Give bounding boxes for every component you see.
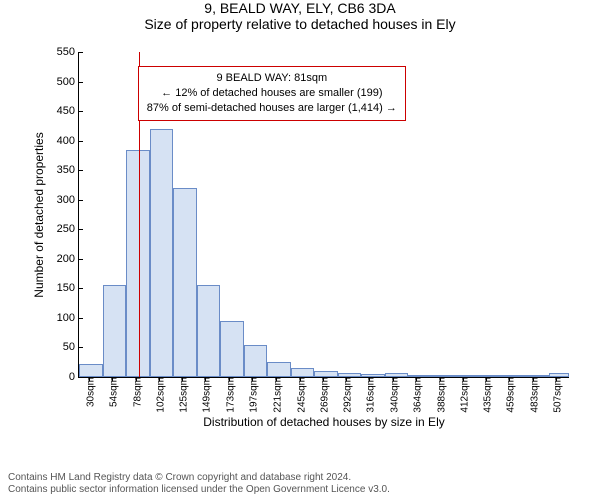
histogram-bar bbox=[549, 373, 569, 377]
histogram-bar bbox=[526, 375, 550, 377]
histogram-bar bbox=[244, 345, 268, 378]
x-tick: 54sqm bbox=[105, 377, 120, 407]
y-tick: 550 bbox=[57, 46, 79, 58]
x-tick: 221sqm bbox=[268, 377, 283, 413]
x-tick: 102sqm bbox=[152, 377, 167, 413]
y-tick: 350 bbox=[57, 164, 79, 176]
histogram-bar bbox=[479, 375, 503, 377]
x-tick: 483sqm bbox=[525, 377, 540, 413]
histogram-bar bbox=[314, 371, 338, 377]
legend-line: 9 BEALD WAY: 81sqm bbox=[147, 71, 397, 86]
x-tick: 459sqm bbox=[502, 377, 517, 413]
x-tick: 125sqm bbox=[174, 377, 189, 413]
y-tick: 200 bbox=[57, 253, 79, 265]
subtitle: Size of property relative to detached ho… bbox=[0, 16, 600, 32]
y-axis-label: Number of detached properties bbox=[32, 132, 46, 297]
y-tick: 450 bbox=[57, 105, 79, 117]
x-tick: 269sqm bbox=[316, 377, 331, 413]
y-tick: 300 bbox=[57, 194, 79, 206]
x-tick: 340sqm bbox=[385, 377, 400, 413]
plot-area: Number of detached properties Distributi… bbox=[78, 52, 569, 378]
histogram-bar bbox=[173, 188, 197, 377]
x-tick: 316sqm bbox=[362, 377, 377, 413]
x-tick: 435sqm bbox=[478, 377, 493, 413]
footer: Contains HM Land Registry data © Crown c… bbox=[8, 472, 390, 496]
x-tick: 292sqm bbox=[338, 377, 353, 413]
histogram-bar bbox=[103, 285, 127, 377]
chart: Number of detached properties Distributi… bbox=[50, 40, 590, 430]
y-tick: 150 bbox=[57, 282, 79, 294]
histogram-bar bbox=[291, 368, 315, 377]
x-tick: 388sqm bbox=[432, 377, 447, 413]
histogram-bar bbox=[150, 129, 174, 377]
x-tick: 30sqm bbox=[81, 377, 96, 407]
histogram-bar bbox=[267, 362, 291, 377]
footer-line2: Contains public sector information licen… bbox=[8, 484, 390, 496]
x-tick: 78sqm bbox=[128, 377, 143, 407]
histogram-bar bbox=[432, 375, 456, 377]
y-tick: 50 bbox=[63, 341, 79, 353]
x-tick: 197sqm bbox=[245, 377, 260, 413]
histogram-bar bbox=[385, 373, 409, 377]
histogram-bar bbox=[338, 373, 362, 377]
x-tick: 507sqm bbox=[549, 377, 564, 413]
footer-line1: Contains HM Land Registry data © Crown c… bbox=[8, 472, 390, 484]
y-tick: 250 bbox=[57, 223, 79, 235]
x-tick: 149sqm bbox=[198, 377, 213, 413]
histogram-bar bbox=[220, 321, 244, 377]
y-tick: 400 bbox=[57, 135, 79, 147]
histogram-bar bbox=[79, 364, 103, 377]
histogram-bar bbox=[197, 285, 221, 377]
histogram-bar bbox=[408, 375, 432, 377]
x-tick: 245sqm bbox=[292, 377, 307, 413]
y-tick: 500 bbox=[57, 76, 79, 88]
legend-line: 87% of semi-detached houses are larger (… bbox=[147, 101, 397, 116]
x-axis-label: Distribution of detached houses by size … bbox=[203, 415, 444, 429]
legend-line: ← 12% of detached houses are smaller (19… bbox=[147, 86, 397, 101]
histogram-bar bbox=[361, 374, 385, 377]
x-tick: 173sqm bbox=[221, 377, 236, 413]
address-title: 9, BEALD WAY, ELY, CB6 3DA bbox=[0, 0, 600, 16]
y-tick: 100 bbox=[57, 312, 79, 324]
histogram-bar bbox=[455, 375, 479, 377]
histogram-bar bbox=[502, 375, 526, 377]
x-tick: 412sqm bbox=[456, 377, 471, 413]
x-tick: 364sqm bbox=[409, 377, 424, 413]
legend-box: 9 BEALD WAY: 81sqm← 12% of detached hous… bbox=[138, 66, 406, 121]
y-tick: 0 bbox=[69, 371, 79, 383]
